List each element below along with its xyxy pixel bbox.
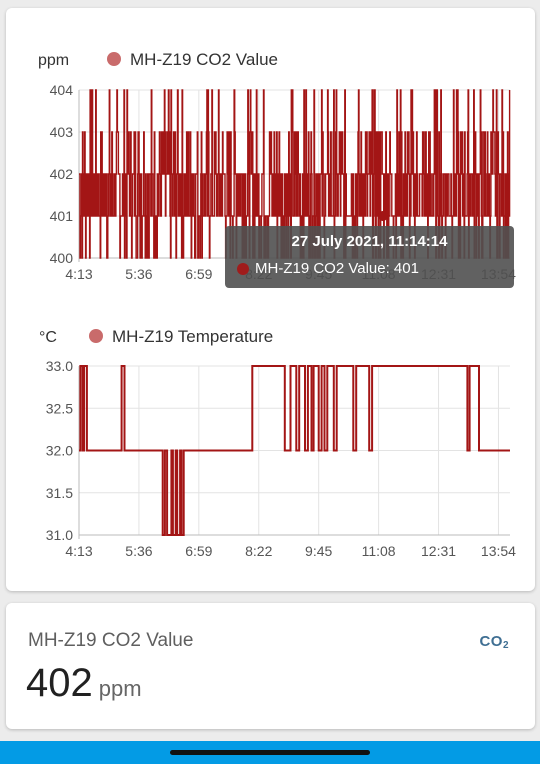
entity-name: MH-Z19 CO2 Value: [28, 630, 194, 651]
x-tick-label: 6:59: [185, 543, 212, 559]
gesture-handle[interactable]: [170, 750, 370, 755]
temperature-chart[interactable]: 33.0 32.5 32.0 31.5 31.04:13 5:36 6:59 8:22 9:45…: [6, 298, 535, 588]
y-tick-label: 400: [50, 250, 74, 266]
entity-state: 402 ppm: [26, 661, 142, 706]
x-tick-label: 5:36: [125, 266, 152, 282]
legend-swatch: [89, 329, 103, 343]
entity-card[interactable]: MH-Z19 CO2 Value CO2 402 ppm: [6, 603, 535, 729]
x-tick-label: 12:31: [421, 543, 456, 559]
x-tick-label: 4:13: [65, 543, 92, 559]
legend-swatch: [107, 52, 121, 66]
x-tick-label: 11:08: [362, 543, 396, 559]
y-tick-label: 402: [50, 166, 74, 182]
y-axis-unit: ppm: [38, 52, 69, 69]
x-tick-label: 5:36: [125, 543, 152, 559]
y-tick-label: 33.0: [46, 358, 73, 374]
system-navigation-bar: [0, 741, 540, 764]
chart-tooltip: 27 July 2021, 11:14:14 MH-Z19 CO2 Value:…: [225, 226, 514, 288]
y-tick-label: 404: [50, 82, 74, 98]
legend-label: MH-Z19 CO2 Value: [130, 50, 278, 69]
entity-unit: ppm: [98, 676, 142, 701]
x-tick-label: 6:59: [185, 266, 212, 282]
y-tick-label: 403: [50, 124, 74, 140]
legend-label: MH-Z19 Temperature: [112, 327, 273, 346]
x-tick-label: 8:22: [245, 543, 272, 559]
y-tick-label: 31.0: [46, 527, 73, 543]
co2-icon: CO2: [479, 633, 509, 651]
x-tick-label: 4:13: [65, 266, 92, 282]
series-line-temperature: [79, 365, 510, 536]
tooltip-series-dot: [237, 263, 249, 275]
y-tick-label: 401: [50, 208, 74, 224]
hover-point: [377, 211, 388, 221]
y-tick-label: 32.0: [46, 443, 73, 459]
tooltip-value: MH-Z19 CO2 Value: 401: [255, 260, 419, 277]
y-tick-label: 31.5: [46, 485, 73, 501]
history-graph-card: 4044034024014004:135:366:598:229:4511:08…: [6, 8, 535, 591]
y-axis-unit: °C: [39, 329, 57, 346]
x-tick-label: 9:45: [305, 543, 332, 559]
x-tick-label: 13:54: [481, 543, 516, 559]
tooltip-title: 27 July 2021, 11:14:14: [291, 233, 448, 250]
y-tick-label: 32.5: [46, 400, 73, 416]
entity-value: 402: [26, 661, 93, 705]
